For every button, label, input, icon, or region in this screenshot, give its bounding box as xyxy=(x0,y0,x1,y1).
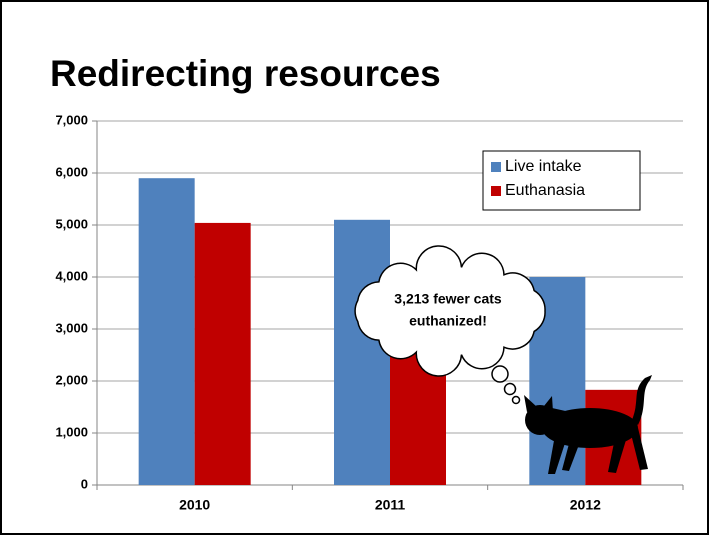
cat-leg xyxy=(562,440,580,471)
cat-leg xyxy=(630,428,648,470)
cat-leg xyxy=(608,438,626,473)
legend-label: Live intake xyxy=(505,158,582,175)
y-tick-label: 3,000 xyxy=(55,320,88,335)
cat-silhouette xyxy=(524,375,652,474)
legend-box xyxy=(482,150,641,211)
annotation: 3,213 fewer cats xyxy=(394,291,502,307)
y-tick-label: 6,000 xyxy=(55,164,88,179)
x-tick-label: 2010 xyxy=(179,497,210,513)
y-tick-label: 0 xyxy=(81,476,88,491)
thought-bubble xyxy=(503,382,517,396)
x-tick-label: 2011 xyxy=(375,497,406,513)
cat-tail xyxy=(632,375,652,425)
bar xyxy=(334,219,390,486)
legend-swatch xyxy=(491,162,501,172)
x-tick-label: 2012 xyxy=(570,497,601,513)
legend-label: Euthanasia xyxy=(505,182,585,199)
thought-bubble xyxy=(491,365,509,383)
y-tick-label: 4,000 xyxy=(55,268,88,283)
bar xyxy=(138,178,195,485)
annotation: euthanized! xyxy=(409,313,487,329)
thought-cloud xyxy=(354,245,546,377)
y-tick-label: 2,000 xyxy=(55,372,88,387)
cat-neck xyxy=(535,408,570,440)
thought-bubble xyxy=(511,395,521,405)
chart-title: Redirecting resources xyxy=(50,53,441,94)
legend-swatch xyxy=(491,186,501,196)
bar xyxy=(194,222,251,486)
cat-ears xyxy=(524,395,553,412)
overlay: Live intake Euthanasia 3,213 fewer cats eut… xyxy=(354,150,652,474)
y-tick-label: 5,000 xyxy=(55,216,88,231)
cat-leg xyxy=(548,435,566,474)
y-tick-label: 1,000 xyxy=(55,424,88,439)
y-tick-label: 7,000 xyxy=(55,112,88,127)
